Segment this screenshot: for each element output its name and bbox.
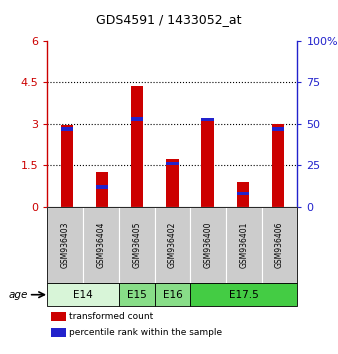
Bar [166,162,178,166]
Bar [131,86,143,207]
Text: GSM936401: GSM936401 [239,222,248,268]
Bar [237,182,249,207]
Text: GSM936403: GSM936403 [61,222,70,268]
Text: GSM936402: GSM936402 [168,222,177,268]
Bar [201,118,214,121]
Text: E17.5: E17.5 [229,290,259,300]
Bar [272,124,284,207]
Bar [237,192,249,195]
Text: GDS4591 / 1433052_at: GDS4591 / 1433052_at [96,13,242,26]
Bar [131,117,143,121]
Bar [61,125,73,207]
Text: GSM936400: GSM936400 [203,222,213,268]
Text: age: age [9,290,28,300]
Bar [96,185,108,189]
Bar [61,127,73,131]
Text: GSM936404: GSM936404 [96,222,105,268]
Bar [96,172,108,207]
Text: E16: E16 [163,290,182,300]
Bar [166,159,178,207]
Text: E14: E14 [73,290,93,300]
Bar [201,118,214,207]
Text: transformed count: transformed count [69,312,153,321]
Text: percentile rank within the sample: percentile rank within the sample [69,328,222,337]
Bar [272,127,284,131]
Text: GSM936406: GSM936406 [275,222,284,268]
Text: GSM936405: GSM936405 [132,222,141,268]
Text: E15: E15 [127,290,147,300]
